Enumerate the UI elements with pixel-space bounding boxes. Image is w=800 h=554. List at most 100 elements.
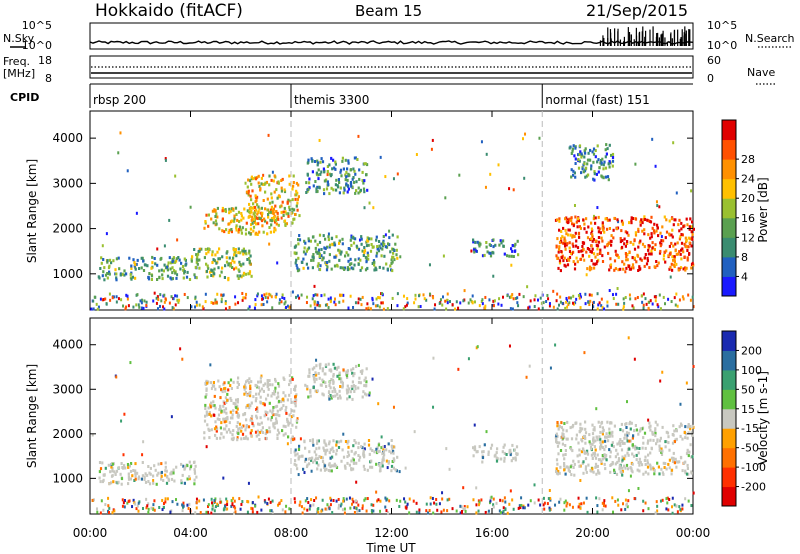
echo-cell xyxy=(318,455,321,459)
echo-cell xyxy=(218,227,221,231)
echo-cell xyxy=(227,222,230,226)
echo-cell xyxy=(325,268,329,272)
echo-cell xyxy=(589,148,592,152)
scatter-cell xyxy=(579,478,582,482)
echo-cell xyxy=(335,263,339,267)
echo-cell xyxy=(296,467,299,471)
scatter-cell xyxy=(334,297,337,301)
echo-cell xyxy=(656,423,659,427)
echo-cell xyxy=(106,259,109,263)
echo-cell xyxy=(627,431,630,435)
echo-cell xyxy=(182,268,185,272)
echo-cell xyxy=(558,241,562,245)
echo-cell xyxy=(583,155,586,159)
scatter-cell xyxy=(168,301,171,305)
echo-cell xyxy=(370,243,373,246)
echo-cell xyxy=(660,453,664,456)
echo-cell xyxy=(263,403,266,407)
echo-cell xyxy=(307,395,310,399)
echo-cell xyxy=(578,152,581,156)
echo-cell xyxy=(287,214,290,218)
echo-cell xyxy=(614,462,617,466)
scatter-cell xyxy=(427,511,430,515)
echo-cell xyxy=(351,397,354,401)
echo-cell xyxy=(291,377,294,381)
echo-cell xyxy=(229,262,233,266)
scatter-cell xyxy=(220,293,223,297)
echo-cell xyxy=(365,258,368,262)
echo-cell xyxy=(257,380,260,384)
echo-cell xyxy=(563,256,566,260)
scatter-cell xyxy=(96,307,99,311)
echo-cell xyxy=(474,448,477,452)
echo-cell xyxy=(594,439,597,443)
echo-cell xyxy=(347,159,350,163)
scatter-cell xyxy=(668,498,671,502)
echo-cell xyxy=(341,380,344,384)
echo-cell xyxy=(318,268,322,272)
echo-cell xyxy=(162,479,165,482)
scatter-cell xyxy=(269,509,272,513)
echo-cell xyxy=(230,228,233,231)
echo-cell xyxy=(373,260,376,264)
scatter-cell xyxy=(679,402,682,406)
scatter-cell xyxy=(278,501,281,505)
scatter-cell xyxy=(195,303,198,307)
echo-cell xyxy=(598,227,601,231)
echo-cell xyxy=(257,181,260,185)
echo-cell xyxy=(255,216,258,220)
echo-cell xyxy=(346,391,349,395)
echo-cell xyxy=(372,259,375,263)
scatter-cell xyxy=(687,293,690,297)
echo-cell xyxy=(236,218,239,222)
echo-cell xyxy=(230,207,233,211)
noise-axis-right-bottom: 10^0 xyxy=(707,39,737,52)
echo-cell xyxy=(245,418,248,422)
scatter-cell xyxy=(339,504,342,508)
echo-cell xyxy=(204,414,207,418)
echo-cell xyxy=(629,466,632,470)
echo-cell xyxy=(590,453,593,457)
scatter-cell xyxy=(402,294,405,298)
scatter-cell xyxy=(163,293,166,297)
scatter-cell xyxy=(310,469,313,473)
scatter-cell xyxy=(642,292,645,296)
echo-cell xyxy=(226,417,229,421)
echo-cell xyxy=(255,434,258,438)
echo-cell xyxy=(594,221,597,225)
echo-cell xyxy=(590,244,593,248)
echo-cell xyxy=(216,427,219,431)
echo-cell xyxy=(103,278,106,282)
echo-cell xyxy=(134,462,137,466)
scatter-cell xyxy=(578,502,581,506)
scatter-cell xyxy=(589,299,592,303)
echo-cell xyxy=(640,258,643,262)
echo-cell xyxy=(646,441,649,445)
echo-cell xyxy=(664,260,667,264)
echo-cell xyxy=(113,470,116,474)
scatter-cell xyxy=(112,295,115,299)
echo-cell xyxy=(600,461,603,465)
echo-cell xyxy=(677,223,680,227)
echo-cell xyxy=(285,405,288,409)
echo-cell xyxy=(601,446,604,449)
echo-cell xyxy=(580,152,583,156)
echo-cell xyxy=(331,242,334,246)
scatter-cell xyxy=(428,292,431,296)
echo-cell xyxy=(307,160,310,164)
echo-cell xyxy=(492,238,495,242)
scatter-cell xyxy=(616,287,619,291)
echo-cell xyxy=(569,251,573,255)
scatter-cell xyxy=(466,505,469,509)
echo-cell xyxy=(628,251,631,254)
scatter-cell xyxy=(127,499,130,503)
echo-cell xyxy=(667,462,670,466)
echo-cell xyxy=(658,446,661,450)
echo-cell xyxy=(378,240,381,243)
echo-cell xyxy=(622,267,625,271)
scatter-cell xyxy=(332,498,335,502)
echo-cell xyxy=(205,213,208,217)
echo-cell xyxy=(647,439,650,443)
echo-cell xyxy=(594,448,597,452)
